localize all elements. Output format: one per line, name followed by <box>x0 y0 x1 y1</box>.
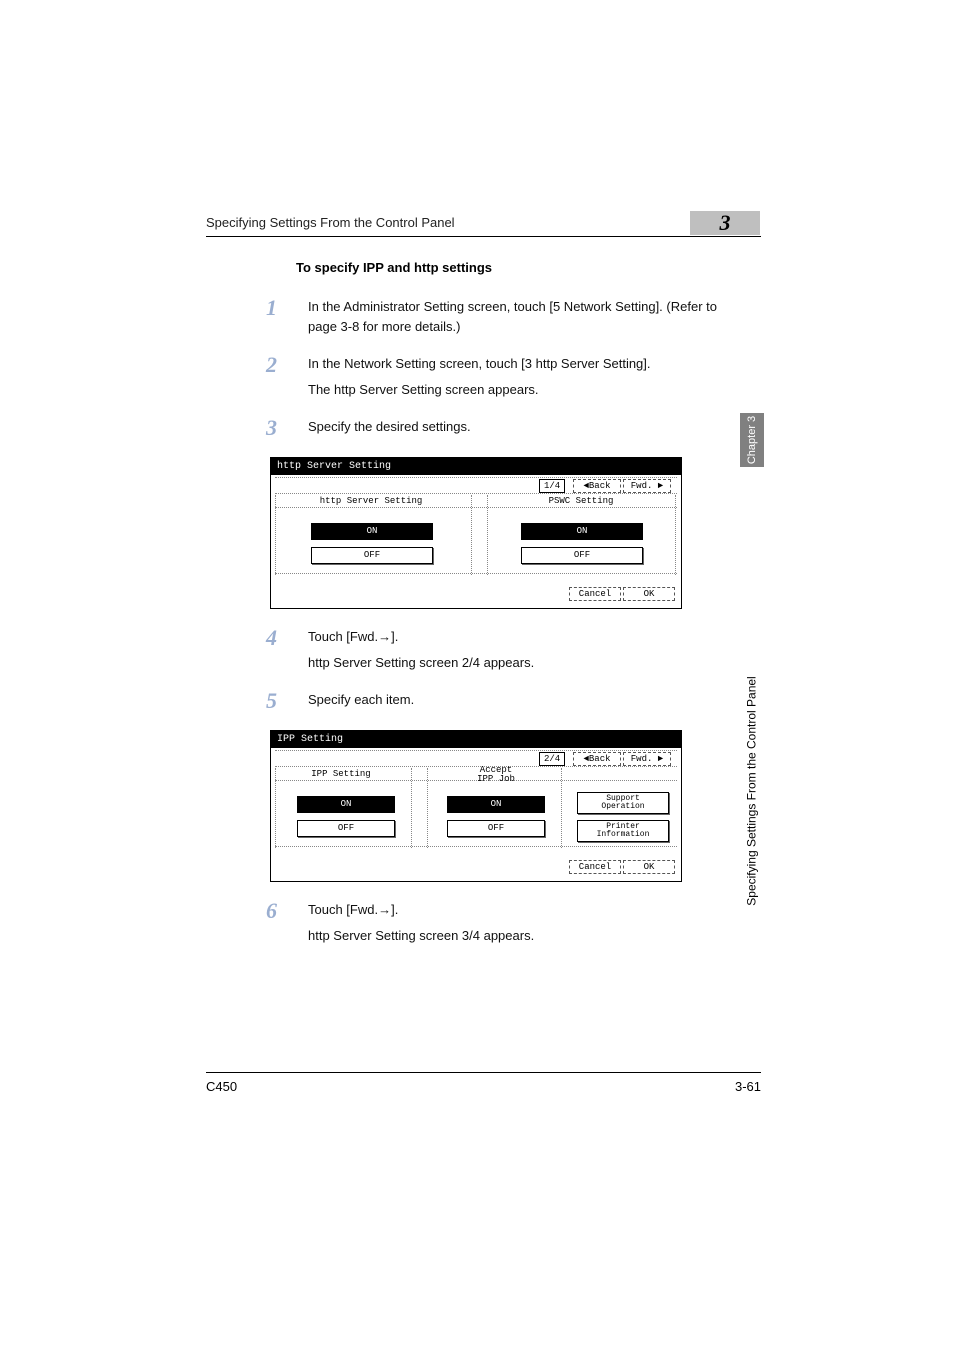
off-button[interactable]: OFF <box>447 820 545 837</box>
chapter-number: 3 <box>720 210 731 235</box>
page: Specifying Settings From the Control Pan… <box>0 0 954 1350</box>
off-button[interactable]: OFF <box>297 820 395 837</box>
ok-button[interactable]: OK <box>623 587 675 601</box>
content-column: To specify IPP and http settings 1 In th… <box>296 260 736 963</box>
on-button[interactable]: ON <box>447 796 545 813</box>
side-chapter-tab: Chapter 3 <box>740 413 764 467</box>
column-header: IPP Setting <box>281 769 401 779</box>
page-indicator: 2/4 <box>539 752 565 766</box>
column-header: http Server Setting <box>301 496 441 506</box>
side-chapter-label: Chapter 3 <box>746 416 758 464</box>
page-footer: C450 3-61 <box>206 1072 761 1094</box>
support-operation-button[interactable]: Support Operation <box>577 792 669 814</box>
step-text: In the Network Setting screen, touch [3 … <box>308 354 651 399</box>
cancel-button[interactable]: Cancel <box>569 860 621 874</box>
side-section-text: Specifying Settings From the Control Pan… <box>745 676 759 905</box>
footer-model: C450 <box>206 1079 237 1094</box>
step-sub-text: http Server Setting screen 2/4 appears. <box>308 653 534 673</box>
screenshot-ipp-setting: IPP Setting 2/4 ◄Back Fwd. ► IPP Setting… <box>270 730 682 882</box>
step-number: 5 <box>266 690 308 712</box>
page-indicator: 1/4 <box>539 479 565 493</box>
step-text: Specify each item. <box>308 690 414 712</box>
chapter-number-box: 3 <box>690 211 760 235</box>
cancel-button[interactable]: Cancel <box>569 587 621 601</box>
printer-information-button[interactable]: Printer Information <box>577 820 669 842</box>
step-text: Touch [Fwd.→]. http Server Setting scree… <box>308 627 534 672</box>
on-button[interactable]: ON <box>297 796 395 813</box>
on-button[interactable]: ON <box>311 523 433 540</box>
step-1: 1 In the Administrator Setting screen, t… <box>296 297 736 336</box>
step-number: 1 <box>266 297 308 336</box>
step-sub-text: http Server Setting screen 3/4 appears. <box>308 926 534 946</box>
step-number: 2 <box>266 354 308 399</box>
screenshot-title: IPP Setting <box>271 731 681 748</box>
step-text: Specify the desired settings. <box>308 417 471 439</box>
screenshot-body: 1/4 ◄Back Fwd. ► http Server Setting PSW… <box>271 475 681 605</box>
step-5: 5 Specify each item. <box>296 690 736 712</box>
off-button[interactable]: OFF <box>311 547 433 564</box>
back-button[interactable]: ◄Back <box>573 752 621 766</box>
footer-page-number: 3-61 <box>735 1079 761 1094</box>
back-button[interactable]: ◄Back <box>573 479 621 493</box>
running-header: Specifying Settings From the Control Pan… <box>206 215 761 237</box>
screenshot-title: http Server Setting <box>271 458 681 475</box>
column-header: Accept IPP Job <box>436 766 556 784</box>
running-title-text: Specifying Settings From the Control Pan… <box>206 215 455 230</box>
step-main-text: In the Network Setting screen, touch [3 … <box>308 354 651 374</box>
step-number: 6 <box>266 900 308 945</box>
side-section-title: Specifying Settings From the Control Pan… <box>740 498 764 798</box>
step-main-text: Touch [Fwd.→]. <box>308 627 534 647</box>
step-6: 6 Touch [Fwd.→]. http Server Setting scr… <box>296 900 736 945</box>
step-text: Touch [Fwd.→]. http Server Setting scree… <box>308 900 534 945</box>
step-number: 3 <box>266 417 308 439</box>
section-title: To specify IPP and http settings <box>296 260 736 275</box>
step-main-text: Touch [Fwd.→]. <box>308 900 534 920</box>
fwd-button[interactable]: Fwd. ► <box>623 752 671 766</box>
step-number: 4 <box>266 627 308 672</box>
step-sub-text: The http Server Setting screen appears. <box>308 380 651 400</box>
column-header: PSWC Setting <box>521 496 641 506</box>
step-text: In the Administrator Setting screen, tou… <box>308 297 736 336</box>
ok-button[interactable]: OK <box>623 860 675 874</box>
step-2: 2 In the Network Setting screen, touch [… <box>296 354 736 399</box>
off-button[interactable]: OFF <box>521 547 643 564</box>
screenshot-body: 2/4 ◄Back Fwd. ► IPP Setting Accept IPP … <box>271 748 681 878</box>
screenshot-http-server-setting: http Server Setting 1/4 ◄Back Fwd. ► htt… <box>270 457 682 609</box>
step-3: 3 Specify the desired settings. <box>296 417 736 439</box>
fwd-button[interactable]: Fwd. ► <box>623 479 671 493</box>
step-4: 4 Touch [Fwd.→]. http Server Setting scr… <box>296 627 736 672</box>
on-button[interactable]: ON <box>521 523 643 540</box>
